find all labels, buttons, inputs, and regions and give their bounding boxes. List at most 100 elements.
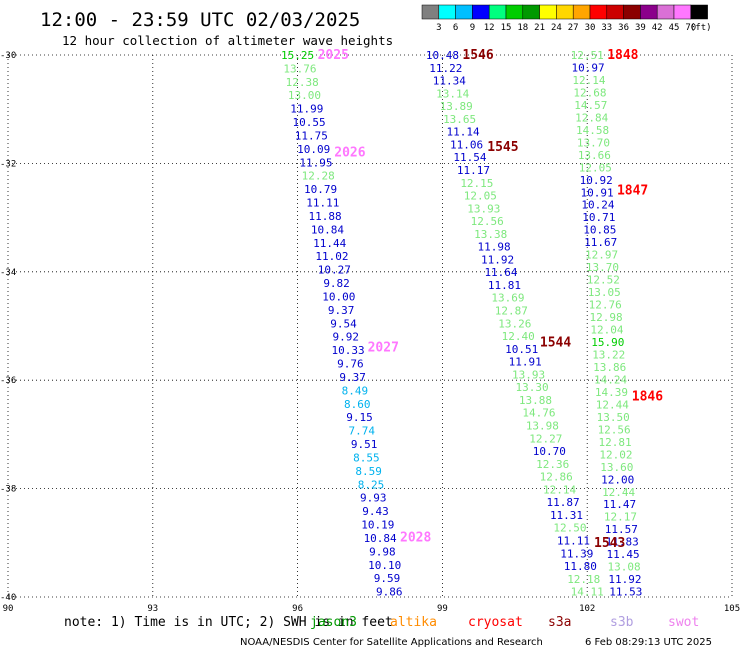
satellite-legend-item: cryosat xyxy=(468,615,523,630)
wave-height-value: 11.98 xyxy=(478,241,511,254)
color-scale-unit: (ft) xyxy=(690,23,712,33)
wave-height-value: 11.67 xyxy=(584,236,617,249)
wave-height-value: 11.39 xyxy=(560,547,593,560)
pass-number: 2027 xyxy=(368,341,399,356)
x-tick-label: 102 xyxy=(579,604,595,614)
color-swatch xyxy=(623,4,641,20)
y-tick-label: -40 xyxy=(0,593,16,603)
wave-height-value: 12.50 xyxy=(553,522,586,535)
wave-height-value: 12.81 xyxy=(598,436,631,449)
footer-timestamp: 6 Feb 08:29:13 UTC 2025 xyxy=(585,637,712,648)
color-swatch xyxy=(522,4,540,20)
wave-height-value: 11.14 xyxy=(447,126,480,139)
wave-height-value: 10.79 xyxy=(304,183,337,196)
wave-height-value: 13.70 xyxy=(586,261,619,274)
wave-height-value: 9.93 xyxy=(360,492,387,505)
wave-height-value: 11.80 xyxy=(564,560,597,573)
satellite-legend-item: s3b xyxy=(610,615,634,630)
wave-height-value: 13.70 xyxy=(577,136,610,149)
color-scale-tick: 6 xyxy=(453,23,458,33)
wave-height-value: 13.30 xyxy=(515,381,548,394)
wave-height-value: 10.97 xyxy=(572,61,605,74)
pass-number: 1545 xyxy=(487,140,518,155)
pass-number: 2025 xyxy=(318,48,349,63)
pass-number: 1846 xyxy=(632,389,663,404)
grid-lines xyxy=(7,54,733,598)
wave-height-value: 12.76 xyxy=(589,299,622,312)
x-tick-label: 105 xyxy=(724,604,740,614)
wave-height-value: 13.08 xyxy=(607,561,640,574)
wave-height-value: 11.92 xyxy=(608,573,641,586)
color-swatch xyxy=(488,4,507,20)
wave-height-value: 13.00 xyxy=(288,89,321,102)
wave-height-value: 12.28 xyxy=(302,170,335,183)
wave-height-value: 12.27 xyxy=(529,432,562,445)
satellite-legend-item: s3a xyxy=(548,615,571,630)
pass-number: 1543 xyxy=(594,536,625,551)
wave-height-value: 10.48 xyxy=(426,49,459,62)
color-scale-tick: 30 xyxy=(585,23,596,33)
wave-height-value: 11.11 xyxy=(557,534,590,547)
chart-title: 12:00 - 23:59 UTC 02/03/2025 xyxy=(40,9,360,31)
wave-height-value: 11.47 xyxy=(603,498,636,511)
wave-height-value: 11.75 xyxy=(295,129,328,142)
wave-height-value: 12.51 xyxy=(571,49,604,62)
pass-number: 1847 xyxy=(617,184,648,199)
color-scale-tick: 70 xyxy=(685,23,696,33)
color-swatch xyxy=(438,4,456,20)
wave-height-value: 12.14 xyxy=(572,74,605,87)
wave-height-value: 11.91 xyxy=(509,356,542,369)
wave-height-value: 12.18 xyxy=(567,573,600,586)
wave-height-value: 11.45 xyxy=(607,548,640,561)
wave-height-value: 9.82 xyxy=(323,277,350,290)
color-swatch xyxy=(673,4,692,20)
color-swatch xyxy=(472,4,490,20)
wave-height-value: 10.92 xyxy=(580,174,613,187)
wave-height-value: 11.57 xyxy=(605,523,638,536)
wave-height-value: 12.04 xyxy=(590,324,623,337)
color-scale-tick: 33 xyxy=(601,23,612,33)
color-scale-tick: 27 xyxy=(568,23,579,33)
wave-height-value: 11.02 xyxy=(315,250,348,263)
pass-number-labels: 2025 2026 2027 2028 1546 1545 1544 1543 1848 1847… xyxy=(318,48,664,551)
satellite-legend-item: swot xyxy=(668,615,699,630)
color-swatch xyxy=(589,4,608,20)
wave-height-value: 9.92 xyxy=(332,331,359,344)
wave-height-value: 12.14 xyxy=(543,483,576,496)
wave-height-value: 10.09 xyxy=(297,143,330,156)
wave-height-value: 11.88 xyxy=(309,210,342,223)
x-tick-label: 93 xyxy=(147,604,158,614)
color-scale-tick: 24 xyxy=(551,23,562,33)
wave-height-value: 9.37 xyxy=(339,371,366,384)
wave-height-value: 11.11 xyxy=(306,197,339,210)
wave-height-value: 12.68 xyxy=(573,86,606,99)
wave-height-value: 13.76 xyxy=(283,62,316,75)
wave-height-value: 10.55 xyxy=(293,116,326,129)
wave-height-value: 9.43 xyxy=(362,505,389,518)
wave-height-value: 8.60 xyxy=(344,398,371,411)
wave-height-value: 13.50 xyxy=(597,411,630,424)
wave-height-value: 13.14 xyxy=(436,87,469,100)
wave-height-value: 13.93 xyxy=(512,368,545,381)
wave-height-value: 12.97 xyxy=(585,249,618,262)
wave-height-value: 11.17 xyxy=(457,164,490,177)
color-scale-tick: 21 xyxy=(534,23,545,33)
color-scale-tick: 12 xyxy=(484,23,495,33)
wave-height-value: 12.17 xyxy=(604,511,637,524)
wave-height-value: 14.39 xyxy=(595,386,628,399)
satellite-legend-item: altika xyxy=(390,615,437,630)
color-scale-tick: 9 xyxy=(470,23,475,33)
wave-height-value: 11.81 xyxy=(488,279,521,292)
wave-height-value: 12.87 xyxy=(495,305,528,318)
wave-height-value: 8.25 xyxy=(358,478,385,491)
wave-height-value: 10.85 xyxy=(583,224,616,237)
footer-credit: NOAA/NESDIS Center for Satellite Applica… xyxy=(240,637,543,648)
wave-height-value: 11.95 xyxy=(299,156,332,169)
x-tick-label: 90 xyxy=(3,604,14,614)
wave-height-value: 9.98 xyxy=(369,545,396,558)
wave-height-value: 11.06 xyxy=(450,138,483,151)
wave-height-value: 7.74 xyxy=(349,425,376,438)
wave-height-value: 10.00 xyxy=(322,290,355,303)
y-tick-label: -36 xyxy=(0,376,16,386)
